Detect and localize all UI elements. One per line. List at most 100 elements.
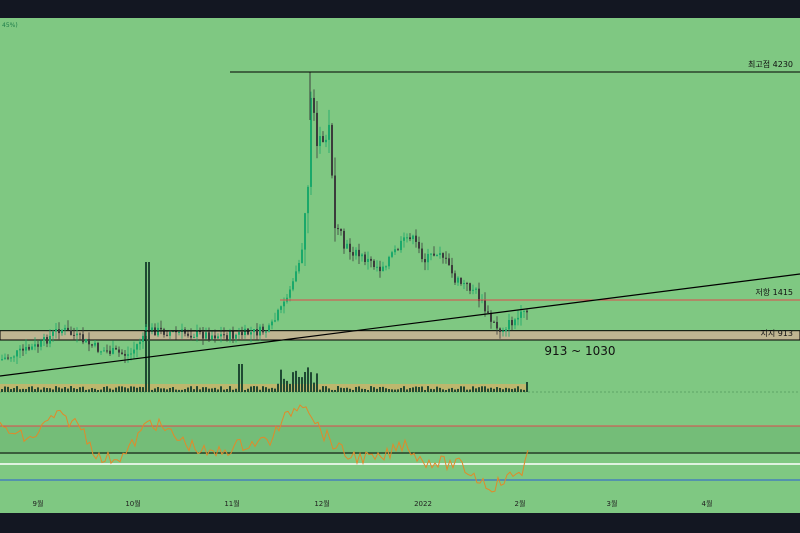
candle-body: [463, 283, 465, 285]
volume-bar: [361, 388, 363, 392]
volume-bar: [382, 386, 384, 392]
volume-bar: [115, 387, 117, 392]
candle-body: [274, 320, 276, 322]
candle-body: [148, 326, 150, 332]
volume-bar: [34, 389, 36, 392]
candle-body: [268, 325, 270, 332]
candle-body: [97, 342, 99, 352]
volume-bar: [40, 389, 42, 392]
volume-bar: [475, 388, 477, 392]
candle-body: [349, 243, 351, 253]
candle-body: [130, 353, 132, 355]
volume-bar: [121, 386, 123, 392]
candle-body: [265, 331, 267, 333]
candle-body: [424, 259, 426, 263]
volume-bar: [55, 386, 57, 392]
volume-bar: [298, 376, 300, 392]
candle-body: [31, 346, 33, 350]
volume-bar: [256, 386, 258, 392]
x-tick-label: 4월: [702, 499, 713, 508]
volume-bar: [208, 388, 210, 392]
candle-body: [37, 344, 39, 347]
candle-body: [508, 319, 510, 330]
candle-body: [190, 335, 192, 338]
candle-body: [445, 257, 447, 259]
volume-bar: [259, 389, 261, 392]
volume-bar: [412, 387, 414, 392]
volume-bar: [415, 386, 417, 392]
candle-body: [520, 311, 522, 318]
x-tick-label: 3월: [607, 499, 618, 508]
volume-bar: [229, 386, 231, 392]
volume-bar: [91, 388, 93, 392]
corner-text: 45%): [2, 22, 18, 29]
candle-body: [178, 331, 180, 333]
volume-bar: [469, 389, 471, 392]
candle-body: [232, 331, 234, 339]
volume-bar: [433, 389, 435, 392]
candle-body: [4, 357, 6, 360]
volume-bar: [436, 386, 438, 392]
volume-bar: [142, 387, 144, 392]
volume-bar: [214, 387, 216, 392]
candle-body: [13, 356, 15, 358]
support-label: 지지 913: [760, 329, 793, 338]
volume-bar: [379, 387, 381, 392]
volume-bar: [493, 388, 495, 392]
volume-bar: [175, 389, 177, 392]
candle-body: [43, 337, 45, 341]
volume-bar: [82, 386, 84, 392]
candle-body: [235, 334, 237, 339]
volume-bar: [163, 388, 165, 392]
volume-bar: [10, 389, 12, 392]
volume-bar: [337, 386, 339, 392]
candle-body: [430, 253, 432, 255]
resistance-label: 저항 1415: [755, 288, 793, 297]
volume-bar: [301, 377, 303, 392]
volume-bar: [97, 389, 99, 392]
volume-bar: [490, 387, 492, 392]
candle-body: [478, 288, 480, 302]
candle-body: [499, 328, 501, 332]
candle-body: [289, 289, 291, 298]
candle-body: [10, 357, 12, 359]
volume-bar: [154, 388, 156, 392]
volume-bar: [76, 388, 78, 392]
volume-bar: [268, 388, 270, 392]
volume-bar: [427, 386, 429, 392]
volume-bar: [511, 388, 513, 392]
volume-bar: [127, 388, 129, 392]
candle-body: [61, 329, 63, 334]
candle-body: [409, 237, 411, 240]
volume-bar: [43, 387, 45, 392]
volume-bar: [262, 386, 264, 392]
volume-bar: [238, 364, 240, 392]
candle-body: [454, 273, 456, 283]
volume-bar: [319, 389, 321, 392]
candle-body: [523, 310, 525, 312]
candle-body: [394, 249, 396, 253]
volume-bar: [517, 386, 519, 392]
volume-bar: [325, 386, 327, 392]
candle-body: [229, 331, 231, 340]
candle-body: [76, 333, 78, 336]
volume-bar: [331, 389, 333, 392]
volume-bar: [109, 388, 111, 392]
volume-bar: [28, 386, 30, 392]
candle-body: [259, 326, 261, 336]
candle-body: [244, 328, 246, 336]
oscillator-layer: [0, 404, 800, 493]
candle-body: [298, 263, 300, 272]
volume-bar: [73, 388, 75, 392]
candle-body: [511, 319, 513, 326]
candle-body: [202, 331, 204, 339]
volume-bar: [220, 386, 222, 392]
volume-bar: [397, 389, 399, 392]
candle-body: [343, 230, 345, 249]
volume-bar: [448, 388, 450, 392]
volume-bar: [151, 389, 153, 392]
level-lines-layer: [0, 71, 800, 377]
volume-bar: [385, 388, 387, 392]
candle-body: [67, 327, 69, 331]
volume-bar: [106, 386, 108, 392]
